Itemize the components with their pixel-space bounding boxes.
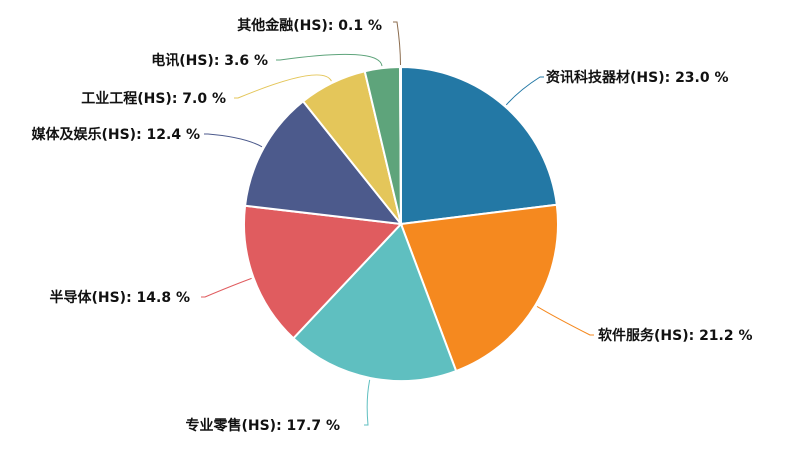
pie-slice	[399, 203, 560, 373]
leader-line	[276, 53, 383, 67]
slice-labels: 资讯科技器材(HS): 23.0 % 软件服务(HS): 21.2 % 专业零售(H…	[30, 17, 752, 434]
leader-line	[204, 133, 263, 148]
slice-label: 其他金融(HS): 0.1 %	[237, 17, 382, 34]
slice-label: 专业零售(HS): 17.7 %	[185, 417, 340, 434]
leader-line	[536, 305, 594, 336]
leader-line	[393, 21, 401, 66]
pie-slice	[243, 99, 404, 226]
leader-line	[505, 76, 544, 106]
leader-line	[364, 379, 371, 426]
slice-label: 资讯科技器材(HS): 23.0 %	[546, 69, 729, 86]
slice-label: 工业工程(HS): 7.0 %	[81, 91, 226, 107]
pie-slice	[291, 222, 458, 382]
leader-line	[201, 277, 252, 298]
leader-line	[234, 74, 332, 99]
pie-slice	[400, 65, 558, 226]
slice-label: 软件服务(HS): 21.2 %	[598, 327, 753, 344]
slice-label: 电讯(HS): 3.6 %	[151, 52, 268, 69]
pie-slice	[243, 204, 404, 340]
leader-lines	[201, 21, 594, 426]
slice-label: 媒体及娱乐(HS): 12.4 %	[30, 126, 200, 143]
pie-slice	[399, 65, 402, 225]
pie-slices	[243, 65, 560, 382]
slice-label: 半导体(HS): 14.8 %	[49, 289, 190, 306]
